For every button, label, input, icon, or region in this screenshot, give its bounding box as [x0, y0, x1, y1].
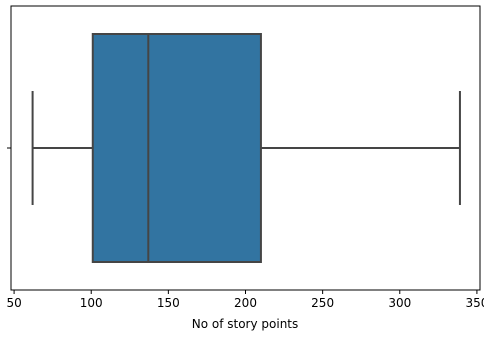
x-tick-label: 300 — [388, 296, 411, 310]
x-tick-label: 350 — [465, 296, 484, 310]
x-axis-label: No of story points — [192, 317, 299, 331]
x-tick-label: 250 — [311, 296, 334, 310]
x-tick-label: 150 — [157, 296, 180, 310]
x-tick-label: 200 — [234, 296, 257, 310]
iqr-box — [91, 33, 262, 263]
x-tick-label: 50 — [6, 296, 21, 310]
x-tick-label: 100 — [80, 296, 103, 310]
plot-area — [31, 33, 461, 263]
x-axis: 50 100 150 200 250 300 350 — [6, 5, 484, 310]
